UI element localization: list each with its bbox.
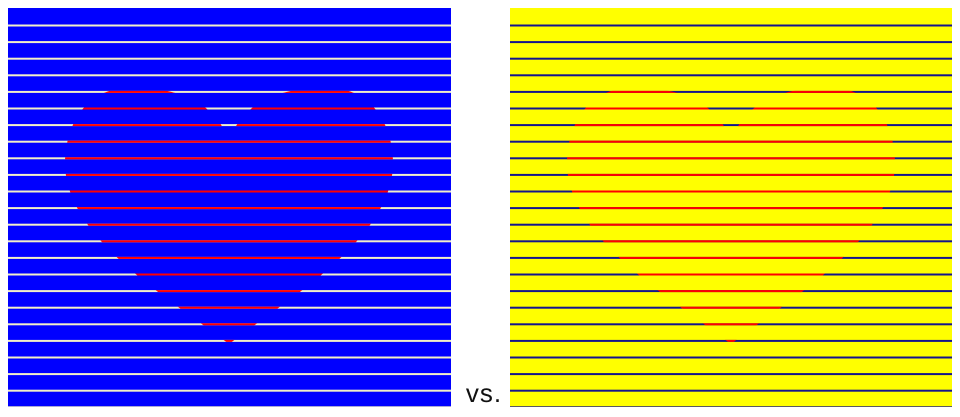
heart-stripe-line [567, 157, 895, 160]
heart-stripe-line [567, 323, 895, 326]
heart-stripe-line [65, 157, 393, 160]
stripe-line [8, 41, 451, 44]
heart-stripe-line [65, 306, 393, 309]
heart-stripe-line [567, 140, 895, 143]
stripe-line [510, 24, 952, 27]
heart-stripe-line [65, 323, 393, 326]
heart-stripe-line [567, 240, 895, 243]
stripe-line [510, 373, 952, 376]
stripe-line [510, 41, 952, 44]
stripe-line [8, 90, 451, 93]
heart-stripe-line [65, 207, 393, 210]
vs-label: vs. [465, 378, 503, 408]
heart-stripe-line [65, 290, 393, 293]
heart-stripe-line [567, 190, 895, 193]
heart-stripe-line [567, 339, 895, 342]
heart-stripe-line [567, 306, 895, 309]
heart-stripe-line [567, 207, 895, 210]
stripe-line [8, 356, 451, 359]
heart-stripe-line [65, 339, 393, 342]
heart-stripe-line [65, 256, 393, 259]
stripe-line [8, 373, 451, 376]
stripe-line [510, 74, 952, 77]
heart-stripe-line [567, 173, 895, 176]
stripe-line [510, 356, 952, 359]
heart-stripe-line [567, 223, 895, 226]
blue-striped-heart-panel [8, 8, 451, 407]
stripe-line [8, 389, 451, 392]
heart-stripe-line [567, 256, 895, 259]
stripe-line [8, 124, 451, 127]
heart-stripe-line [65, 240, 393, 243]
stripe-line [510, 406, 952, 407]
heart-stripe-line [65, 190, 393, 193]
stripe-line [510, 389, 952, 392]
stripe-line [510, 107, 952, 110]
stripe-line [8, 57, 451, 60]
heart-stripe-line [65, 173, 393, 176]
heart-stripe-line [65, 223, 393, 226]
heart-stripe-line [567, 290, 895, 293]
heart-stripe-line [65, 273, 393, 276]
stripe-line [8, 406, 451, 407]
yellow-striped-heart-panel [510, 8, 952, 407]
heart-stripe-line [65, 140, 393, 143]
stripe-line [510, 90, 952, 93]
stripe-line [8, 107, 451, 110]
stripe-line [510, 124, 952, 127]
stripe-line [8, 74, 451, 77]
stripe-line [510, 57, 952, 60]
heart-stripe-line [567, 273, 895, 276]
stripe-line [8, 24, 451, 27]
